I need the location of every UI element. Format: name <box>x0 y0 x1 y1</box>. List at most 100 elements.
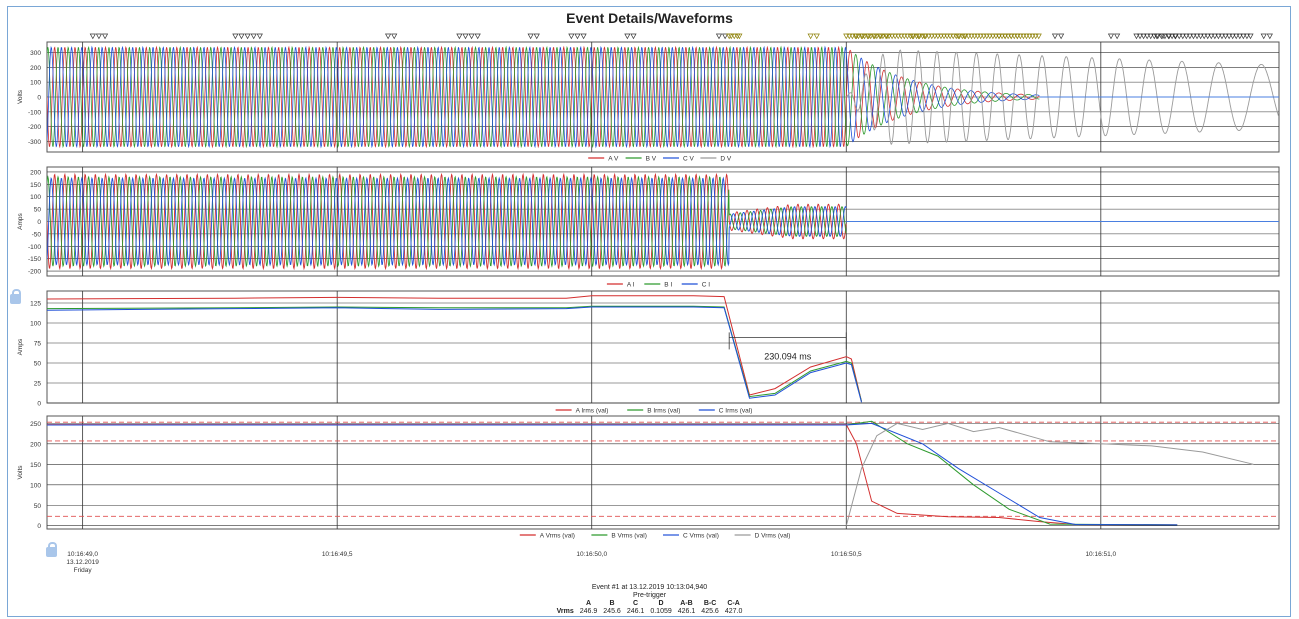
x-day-label: Friday <box>74 567 93 574</box>
y-tick-label: 0 <box>37 95 41 102</box>
event-marker-icon <box>1023 33 1030 40</box>
event-marker-icon <box>1266 33 1273 40</box>
y-tick-label: 100 <box>30 80 41 87</box>
legend-label: A I <box>627 282 635 289</box>
y-axis-label: Amps <box>17 212 24 229</box>
event-marker-icon <box>992 33 1000 40</box>
event-marker-icon <box>937 33 945 40</box>
event-marker-icon <box>1229 33 1236 40</box>
col-bc: B-C <box>703 600 717 607</box>
rms-header-row: A B C D A-B B-C C-A <box>554 600 746 608</box>
pre-trigger-label: Pre-trigger <box>632 592 667 599</box>
y-tick-label: 50 <box>34 361 42 368</box>
event-marker-icon <box>971 33 978 40</box>
col-d: D <box>658 600 664 607</box>
event-marker-icon <box>1201 33 1208 40</box>
event-line: Event #1 at 13.12.2019 10:13:04,940 <box>591 584 708 591</box>
event-marker-icon <box>1233 33 1240 40</box>
event-marker-icon <box>1008 33 1015 40</box>
event-marker-icon <box>1176 33 1183 40</box>
y-tick-label: 200 <box>30 441 41 448</box>
y-tick-label: 200 <box>30 169 41 176</box>
y-axis-label: Volts <box>17 89 24 104</box>
y-tick-label: 50 <box>34 503 42 510</box>
event-marker-icon <box>858 33 865 40</box>
y-tick-label: 0 <box>37 523 41 530</box>
y-tick-label: -150 <box>28 256 41 263</box>
event-marker-icon <box>736 33 743 40</box>
legend-label: B I <box>664 282 672 289</box>
y-tick-label: 250 <box>30 421 41 428</box>
event-marker-icon <box>1165 33 1172 40</box>
legend-label: B V <box>646 156 657 163</box>
y-tick-label: -100 <box>28 109 41 116</box>
event-summary: Event #1 at 13.12.2019 10:13:04,940 Pre-… <box>0 584 1299 616</box>
event-marker-icon <box>391 33 398 40</box>
event-marker-icon <box>1051 33 1059 40</box>
col-b: B <box>609 600 615 607</box>
event-marker-icon <box>940 33 948 40</box>
val-ca: 427.0 <box>724 608 743 615</box>
event-marker-icon <box>1144 33 1151 40</box>
lock-icon[interactable] <box>10 289 21 304</box>
event-marker-icon <box>1193 33 1201 40</box>
event-marker-icon <box>468 33 475 40</box>
event-marker-icon <box>1017 33 1024 40</box>
event-marker-icon <box>950 33 957 40</box>
event-marker-icon <box>1247 33 1254 40</box>
event-marker-icon <box>925 33 932 40</box>
y-axis-label: Volts <box>17 465 24 480</box>
y-tick-label: 100 <box>30 321 41 328</box>
event-marker-icon <box>1133 33 1140 40</box>
legend-label: B Irms (val) <box>647 408 680 415</box>
event-marker-icon <box>977 33 984 40</box>
y-tick-label: 100 <box>30 194 41 201</box>
event-marker-icon <box>731 33 738 40</box>
x-date-label: 13.12.2019 <box>66 559 99 566</box>
event-marker-icon <box>624 33 631 40</box>
event-marker-icon <box>1032 33 1039 40</box>
event-marker-icon <box>904 33 911 40</box>
event-marker-icon <box>456 33 463 40</box>
event-marker-icon <box>962 33 969 40</box>
y-tick-label: 150 <box>30 182 41 189</box>
legend-label: A Irms (val) <box>576 408 609 415</box>
event-marker-icon <box>983 33 990 40</box>
event-marker-icon <box>913 33 920 40</box>
event-marker-icon <box>898 33 905 40</box>
event-marker-icon <box>980 33 987 40</box>
event-marker-icon <box>907 33 914 40</box>
series-line-a-irms-val- <box>47 295 862 402</box>
event-marker-icon <box>574 33 581 40</box>
event-marker-icon <box>895 33 902 40</box>
col-a: A <box>585 600 592 607</box>
event-marker-icon <box>876 33 883 40</box>
event-marker-icon <box>527 33 534 40</box>
event-marker-icon <box>882 33 890 40</box>
event-marker-icon <box>849 33 856 40</box>
event-marker-icon <box>807 33 814 40</box>
event-marker-icon <box>1211 33 1218 40</box>
event-marker-icon <box>1218 33 1226 40</box>
event-marker-icon <box>1014 33 1021 40</box>
event-marker-icon <box>968 33 975 40</box>
event-marker-icon <box>256 33 263 40</box>
event-marker-icon <box>931 33 938 40</box>
legend-label: C V <box>683 156 695 163</box>
lock-icon[interactable] <box>46 542 57 557</box>
event-marker-icon <box>867 33 874 40</box>
event-marker-icon <box>533 33 540 40</box>
event-marker-icon <box>864 33 871 40</box>
legend-label: C I <box>702 282 711 289</box>
series-line-a-v <box>47 45 1040 149</box>
event-marker-icon <box>1147 33 1154 40</box>
row-label: Vrms <box>556 608 574 615</box>
event-marker-icon <box>1215 33 1222 40</box>
event-marker-icon <box>846 33 853 40</box>
event-marker-icon <box>879 33 887 40</box>
y-tick-label: 200 <box>30 65 41 72</box>
event-marker-icon <box>888 33 896 40</box>
event-marker-icon <box>956 33 963 40</box>
event-marker-icon <box>238 33 245 40</box>
